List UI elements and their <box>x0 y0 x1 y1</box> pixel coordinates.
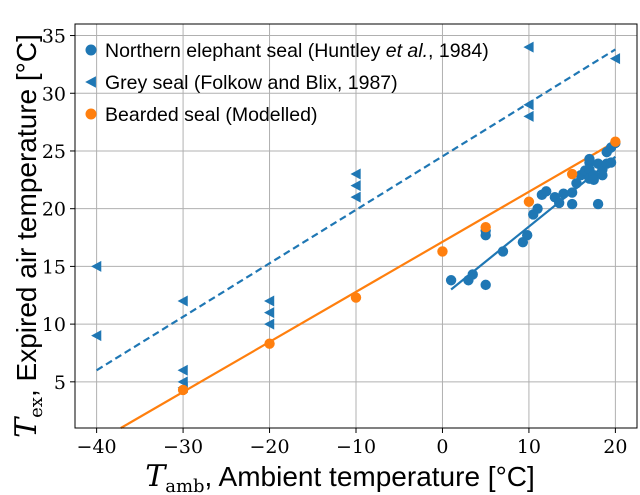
data-point-series-0 <box>566 187 578 198</box>
data-point-series-0 <box>445 275 457 286</box>
data-point-series-0 <box>588 174 599 186</box>
data-point-series-1 <box>609 53 621 65</box>
fit-line-series-2 <box>120 140 616 429</box>
data-point-series-1 <box>264 318 275 330</box>
legend-label-part: Northern elephant seal (Huntley <box>105 40 386 62</box>
x-tick-label: −20 <box>249 436 289 458</box>
data-point-series-1 <box>523 41 534 53</box>
data-point-series-1 <box>91 260 102 272</box>
legend: Northern elephant seal (Huntley et al., … <box>85 40 489 126</box>
data-point-series-1 <box>177 295 188 307</box>
data-point-series-0 <box>532 203 543 214</box>
legend-marker-2 <box>85 108 97 120</box>
legend-marker-1 <box>85 76 96 88</box>
data-point-series-0 <box>541 186 552 197</box>
data-point-series-2 <box>480 221 491 233</box>
x-axis-symbol: T <box>145 459 167 494</box>
data-point-series-1 <box>177 364 188 376</box>
legend-label-2: Bearded seal (Modelled) <box>105 104 317 126</box>
data-point-series-0 <box>566 198 578 210</box>
data-point-series-2 <box>610 136 621 147</box>
data-point-series-0 <box>480 279 491 291</box>
x-tick-label: 10 <box>517 436 541 458</box>
legend-label-0: Northern elephant seal (Huntley et al., … <box>105 40 489 62</box>
legend-label-part: et al. <box>386 40 428 62</box>
y-tick-label: 30 <box>42 83 66 105</box>
data-point-series-0 <box>571 178 582 189</box>
y-axis-symbol: T <box>9 416 44 438</box>
data-point-series-2 <box>350 292 362 303</box>
legend-label-1: Grey seal (Folkow and Blix, 1987) <box>105 72 398 94</box>
data-point-series-1 <box>350 168 361 180</box>
data-point-series-0 <box>497 246 509 257</box>
data-point-series-1 <box>350 180 361 192</box>
legend-label-part: , 1984) <box>428 40 489 62</box>
y-tick-label: 20 <box>42 199 66 221</box>
x-axis-label: Tamb, Ambient temperature [°C] <box>145 459 535 495</box>
x-tick-label: −30 <box>163 436 203 458</box>
data-point-series-1 <box>523 99 534 111</box>
y-tick-label: 10 <box>42 314 66 336</box>
data-point-series-0 <box>553 197 565 209</box>
data-point-series-0 <box>467 269 478 280</box>
x-tick-label: −10 <box>336 436 376 458</box>
x-axis-text: , Ambient temperature [°C] <box>205 461 535 492</box>
data-point-series-2 <box>437 246 448 257</box>
y-axis-text: , Expired air temperature [°C] <box>11 34 42 397</box>
y-axis-label: Tex, Expired air temperature [°C] <box>9 34 47 438</box>
data-point-series-2 <box>177 384 189 396</box>
data-point-series-0 <box>558 188 569 199</box>
data-point-series-1 <box>350 191 361 203</box>
data-point-series-2 <box>264 338 275 349</box>
data-point-series-0 <box>605 157 617 168</box>
x-tick-label: 20 <box>603 436 627 458</box>
x-axis-subscript: amb <box>165 476 204 495</box>
axis-ticks: −40 −30 −20 −10 0 10 20 5 10 15 20 25 30 35 <box>42 26 628 458</box>
data-point-series-2 <box>523 196 535 207</box>
x-tick-label: 0 <box>436 436 448 458</box>
data-point-series-0 <box>521 230 533 241</box>
data-point-series-1 <box>91 330 102 342</box>
data-point-series-0 <box>597 170 608 181</box>
y-tick-label: 35 <box>42 26 66 48</box>
legend-marker-0 <box>85 44 97 56</box>
data-point-series-2 <box>566 168 578 180</box>
y-tick-label: 15 <box>42 256 66 278</box>
data-point-series-0 <box>584 153 595 165</box>
data-point-series-1 <box>264 307 275 319</box>
y-axis-subscript: ex <box>26 397 47 418</box>
data-point-series-1 <box>264 295 275 307</box>
data-point-series-0 <box>592 198 604 210</box>
y-tick-label: 25 <box>42 141 66 163</box>
x-tick-label: −40 <box>77 436 117 458</box>
data-point-series-1 <box>523 110 534 122</box>
data-points <box>91 41 621 396</box>
y-tick-label: 5 <box>54 372 66 394</box>
